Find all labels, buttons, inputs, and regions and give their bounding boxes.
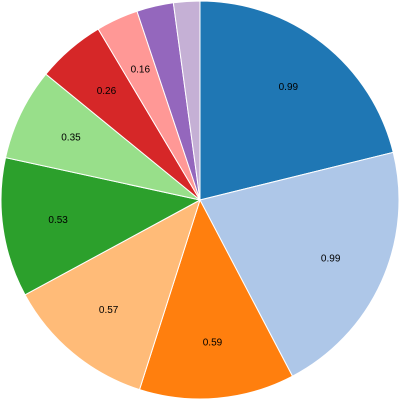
pie-labels: 0.99 0.99 0.59 0.57 0.53 0.35 0.26 0.16 (48, 64, 340, 348)
pie-slice-label-2: 0.99 (321, 253, 341, 264)
pie-slice-label-6: 0.35 (61, 132, 81, 143)
pie-slice-label-4: 0.57 (99, 305, 119, 316)
pie-slice-label-1: 0.99 (279, 82, 299, 93)
pie-slice-2 (199, 151, 400, 377)
pie-slice-label-7: 0.26 (97, 86, 117, 97)
pie-slice-4 (24, 198, 201, 391)
pie-slice-3 (138, 198, 294, 400)
pie-slice-10 (172, 0, 201, 201)
pie-slice-label-3: 0.59 (203, 337, 223, 348)
pie-slice-label-8: 0.16 (131, 64, 151, 75)
pie-slice-1 (199, 0, 394, 201)
pie-slice-label-5: 0.53 (48, 215, 68, 226)
pie-slice-5 (0, 156, 202, 296)
